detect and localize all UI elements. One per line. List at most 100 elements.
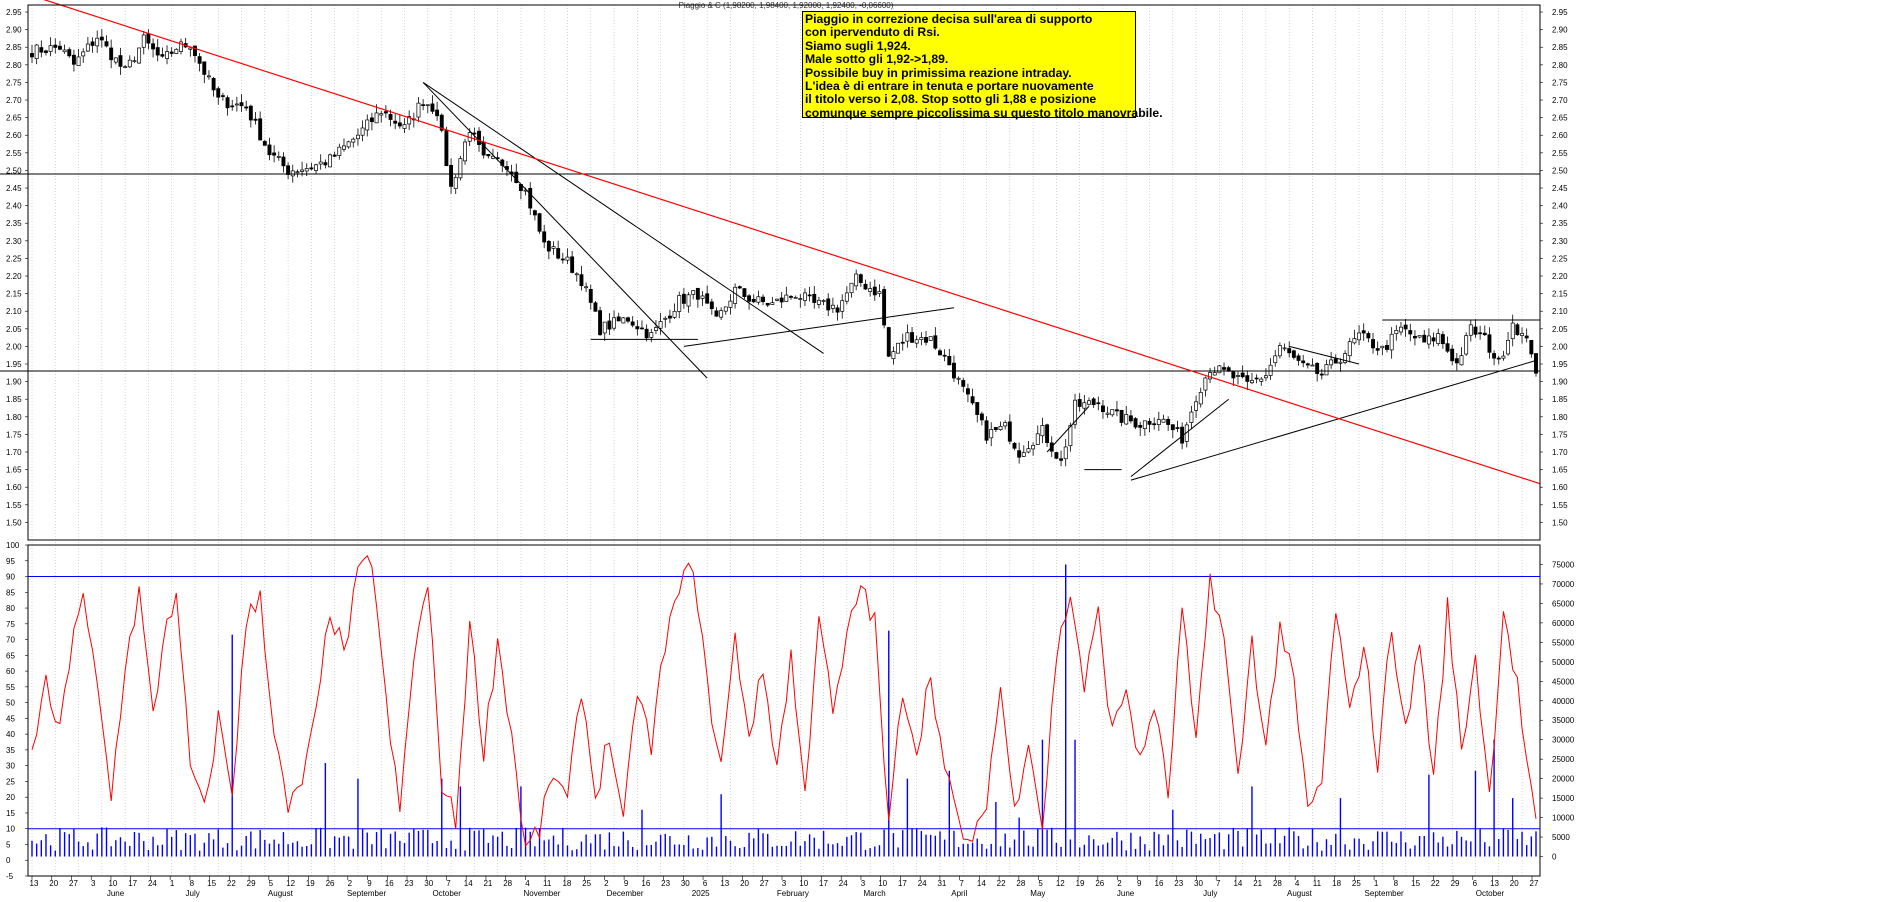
price-tick-label-left: 2.80	[6, 61, 22, 70]
candle-body	[1333, 358, 1338, 364]
candle-body	[1263, 375, 1268, 379]
candle-body	[1417, 335, 1422, 338]
date-tick-label: 28	[1273, 879, 1282, 888]
rsi-panel	[28, 554, 1540, 857]
candle-body	[197, 56, 202, 64]
rsi-tick-label: 70	[6, 636, 15, 645]
volume-tick-label: 60000	[1552, 619, 1575, 628]
candle-body	[1245, 375, 1250, 382]
candle-body	[30, 53, 34, 58]
month-label: 2025	[692, 889, 710, 898]
price-tick-label-right: 1.50	[1552, 518, 1568, 527]
price-tick-label-left: 2.10	[6, 307, 22, 316]
trendline	[1130, 398, 1229, 478]
date-tick-label: 2	[348, 879, 353, 888]
candle-body	[775, 298, 779, 301]
date-tick-label: 20	[1510, 879, 1519, 888]
candle-body	[44, 50, 48, 53]
date-tick-label: 5	[269, 879, 274, 888]
date-tick-label: 13	[1490, 879, 1499, 888]
rsi-tick-label: 55	[6, 683, 15, 692]
candle-body	[1440, 334, 1445, 345]
rsi-tick-label: 15	[6, 809, 15, 818]
candle-body	[975, 402, 980, 415]
candle-body	[360, 127, 365, 136]
date-tick-label: 6	[703, 879, 708, 888]
volume-tick-label: 75000	[1552, 560, 1575, 569]
candle-body	[1487, 334, 1492, 353]
candle-body	[919, 337, 924, 341]
candle-body	[840, 300, 845, 312]
annotation-line: Male sotto gli 1,92->1,89.	[805, 52, 949, 67]
candle-body	[337, 146, 342, 156]
candle-body	[1426, 335, 1431, 345]
date-tick-label: 13	[720, 879, 729, 888]
month-label: October	[1476, 889, 1505, 898]
price-tick-label-left: 1.55	[6, 501, 22, 510]
date-tick-label: 24	[148, 879, 157, 888]
candle-body	[1338, 361, 1343, 364]
candle-body	[1087, 400, 1091, 405]
candle-body	[1268, 364, 1273, 376]
price-tick-label-left: 1.80	[6, 413, 22, 422]
date-tick-label: 13	[30, 879, 39, 888]
candle-body	[1450, 348, 1455, 362]
price-tick-label-right: 1.95	[1552, 360, 1568, 369]
candle-body	[1236, 375, 1240, 377]
candle-body	[1305, 363, 1310, 366]
candle-body	[342, 145, 346, 150]
candle-body	[961, 380, 966, 387]
candle-body	[565, 256, 570, 261]
rsi-tick-label: 25	[6, 777, 15, 786]
candle-body	[1273, 355, 1278, 364]
date-tick-label: 17	[819, 879, 828, 888]
candle-body	[896, 342, 901, 354]
candle-body	[1007, 421, 1012, 442]
rsi-tick-label: -5	[6, 872, 14, 881]
candle-body	[1315, 362, 1320, 374]
candle-body	[1403, 324, 1408, 330]
date-tick-label: 22	[227, 879, 236, 888]
date-tick-label: 31	[937, 879, 946, 888]
date-tick-label: 14	[1233, 879, 1242, 888]
candle-body	[95, 37, 100, 47]
candle-body	[281, 156, 286, 167]
date-tick-label: 23	[405, 879, 414, 888]
candle-body	[365, 119, 370, 131]
candle-body	[1478, 332, 1483, 335]
price-tick-label-right: 2.15	[1552, 290, 1568, 299]
candle-body	[1240, 372, 1245, 378]
rsi-tick-label: 35	[6, 746, 15, 755]
candle-body	[686, 294, 691, 307]
candle-body	[346, 141, 351, 148]
price-tick-label-right: 1.75	[1552, 430, 1568, 439]
candle-body	[1408, 330, 1413, 335]
price-tick-label-right: 2.80	[1552, 61, 1568, 70]
candle-body	[267, 144, 272, 156]
candle-body	[998, 426, 1003, 430]
candle-body	[626, 317, 630, 322]
candle-body	[300, 169, 305, 172]
candle-body	[160, 54, 165, 57]
price-tick-label-right: 2.50	[1552, 166, 1568, 175]
date-tick-label: 26	[326, 879, 335, 888]
candle-body	[34, 44, 39, 59]
date-tick-label: 28	[1016, 879, 1025, 888]
date-tick-label: 2	[1117, 879, 1122, 888]
date-tick-label: 3	[91, 879, 96, 888]
candle-body	[737, 286, 742, 289]
candle-body	[607, 320, 612, 330]
candle-body	[691, 290, 696, 295]
date-tick-label: 2	[604, 879, 609, 888]
candle-body	[155, 47, 160, 56]
price-tick-label-right: 1.55	[1552, 501, 1568, 510]
volume-tick-label: 25000	[1552, 755, 1575, 764]
rsi-tick-label: 80	[6, 604, 15, 613]
date-tick-label: 7	[959, 879, 964, 888]
rsi-tick-label: 100	[6, 541, 20, 550]
date-tick-label: 9	[367, 879, 372, 888]
candle-body	[220, 95, 225, 97]
price-tick-label-right: 1.65	[1552, 466, 1568, 475]
candle-body	[332, 154, 337, 157]
